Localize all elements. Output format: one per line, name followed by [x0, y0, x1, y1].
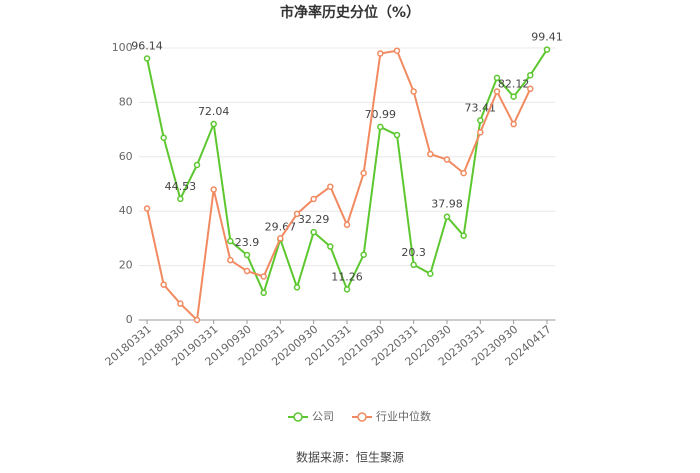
- point: [360, 169, 367, 177]
- data-label: 96.14: [131, 39, 163, 52]
- point: [227, 256, 234, 264]
- y-tick-label: 80: [119, 95, 133, 108]
- data-label: 82.12: [498, 78, 530, 91]
- data-label: 37.98: [431, 198, 463, 211]
- point: [310, 195, 317, 203]
- legend-label: 公司: [312, 410, 334, 423]
- data-label: 70.99: [365, 108, 397, 121]
- y-tick-label: 40: [119, 204, 133, 217]
- point: [277, 235, 284, 242]
- y-tick-label: 0: [126, 313, 133, 326]
- data-label: 99.41: [531, 31, 563, 44]
- point: [510, 93, 517, 100]
- point: [310, 228, 317, 236]
- data-label: 20.3: [401, 246, 426, 259]
- legend-marker: [293, 412, 303, 422]
- data-label: 32.29: [298, 213, 330, 226]
- point: [177, 195, 184, 203]
- point: [210, 120, 217, 128]
- point: [410, 88, 417, 95]
- point: [210, 186, 217, 193]
- point: [260, 273, 267, 280]
- point: [143, 205, 151, 212]
- point: [477, 129, 484, 136]
- point: [327, 243, 334, 250]
- point: [243, 267, 251, 275]
- point: [343, 221, 351, 229]
- point: [377, 123, 384, 131]
- point: [160, 281, 167, 288]
- point: [477, 117, 484, 124]
- data-label: 72.04: [198, 105, 230, 118]
- point: [327, 183, 334, 190]
- point: [527, 85, 534, 93]
- point: [443, 213, 451, 220]
- point: [460, 232, 467, 239]
- point: [193, 316, 201, 324]
- point: [427, 270, 434, 278]
- point: [427, 150, 434, 158]
- point: [293, 210, 301, 218]
- point: [143, 55, 151, 62]
- point: [177, 300, 184, 307]
- data-label: 44.53: [165, 180, 197, 193]
- point: [243, 251, 251, 259]
- point: [393, 47, 401, 54]
- data-label: 23.9: [235, 236, 260, 249]
- point: [443, 156, 451, 163]
- data-label: 11.26: [331, 270, 363, 283]
- source: 数据来源：恒生聚源: [296, 450, 404, 465]
- legend-marker: [357, 412, 367, 422]
- point: [393, 131, 401, 139]
- series-line: [146, 49, 532, 323]
- point: [343, 286, 351, 293]
- point: [527, 71, 534, 79]
- point: [227, 237, 234, 245]
- legend-label: 行业中位数: [376, 409, 431, 423]
- point: [293, 284, 301, 291]
- data-label: 29.67: [265, 220, 297, 233]
- point: [377, 50, 384, 57]
- point: [410, 261, 417, 269]
- point: [460, 169, 467, 177]
- point: [193, 161, 201, 169]
- point: [543, 46, 551, 53]
- y-tick-label: 20: [119, 259, 133, 272]
- y-tick-label: 60: [119, 150, 133, 163]
- point: [510, 120, 517, 128]
- point: [260, 289, 267, 297]
- chart-title: 市净率历史分位（%）: [280, 4, 420, 21]
- point: [493, 88, 501, 95]
- point: [160, 134, 167, 142]
- point: [360, 251, 367, 258]
- y-tick-label: 100: [112, 41, 133, 54]
- series-line: [146, 49, 548, 296]
- point: [493, 74, 501, 82]
